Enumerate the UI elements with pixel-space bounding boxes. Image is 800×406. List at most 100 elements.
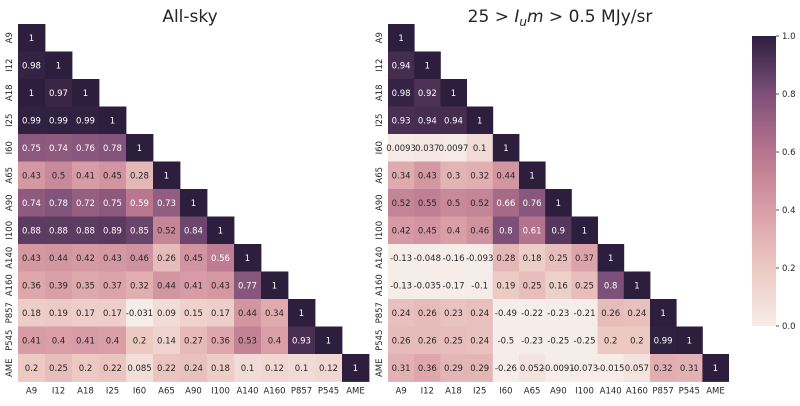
cell-value-label: 0.42 bbox=[392, 226, 411, 236]
heatmap-cell bbox=[99, 244, 127, 272]
cell-value-label: 0.4 bbox=[447, 226, 461, 236]
heatmap-cell bbox=[18, 161, 46, 190]
heatmap-cell bbox=[72, 161, 100, 190]
heatmap-cell bbox=[126, 216, 154, 245]
cell-value-label: 0.94 bbox=[392, 61, 411, 71]
heatmap-cell bbox=[597, 326, 625, 355]
heatmap-cell bbox=[126, 244, 154, 272]
cell-value-label: 1 bbox=[477, 116, 482, 126]
cell-value-label: 0.18 bbox=[22, 309, 41, 319]
heatmap-cell bbox=[414, 244, 441, 272]
cell-value-label: 0.88 bbox=[49, 226, 68, 236]
cell-value-label: 0.15 bbox=[184, 309, 203, 319]
cell-value-label: 0.59 bbox=[130, 199, 149, 209]
heatmap-cell bbox=[545, 216, 572, 245]
title-part-4: m bbox=[527, 7, 544, 27]
heatmap-cell bbox=[45, 326, 73, 355]
heatmap-cell bbox=[180, 244, 208, 272]
heatmap-cell bbox=[45, 51, 73, 80]
cell-value-label: 0.36 bbox=[22, 281, 41, 291]
heatmap-cell bbox=[388, 326, 415, 355]
cell-value-label: 0.2 bbox=[630, 336, 644, 346]
cell-value-label: 0.93 bbox=[292, 336, 311, 346]
cell-value-label: 1 bbox=[326, 336, 331, 346]
cell-value-label: 0.52 bbox=[157, 226, 176, 236]
x-tick-label: P545 bbox=[318, 387, 339, 397]
heatmap-cell bbox=[519, 326, 546, 355]
heatmap-cell bbox=[261, 354, 289, 382]
y-tick-label: A160 bbox=[375, 274, 385, 296]
heatmap-cell bbox=[45, 299, 73, 327]
cell-value-label: -0.015 bbox=[597, 364, 624, 374]
heatmap-cell bbox=[388, 189, 415, 217]
x-tick-label: I25 bbox=[473, 387, 486, 397]
cell-value-label: 0.76 bbox=[76, 144, 95, 154]
heatmap-all-sky: All-sky 1 0.98 1 1 0.97 1 0.99 0.99 0.99 1 0.75 0.7… bbox=[5, 7, 370, 397]
cell-value-label: 0.88 bbox=[22, 226, 41, 236]
cell-value-label: 0.26 bbox=[418, 309, 437, 319]
cell-value-label: 0.2 bbox=[79, 364, 93, 374]
heatmap-cell bbox=[440, 244, 467, 272]
heatmap-cell bbox=[153, 216, 181, 245]
cell-value-label: 0.25 bbox=[49, 364, 68, 374]
cell-value-label: 0.32 bbox=[470, 171, 489, 181]
cell-value-label: 0.085 bbox=[127, 364, 151, 374]
heatmap-cell bbox=[545, 354, 572, 382]
y-tick-label: A65 bbox=[375, 167, 385, 184]
heatmap-cell bbox=[234, 326, 262, 355]
heatmap-cell bbox=[388, 106, 415, 135]
heatmap-cell bbox=[571, 216, 598, 245]
heatmap-cell bbox=[72, 244, 100, 272]
heatmap-cell bbox=[597, 354, 625, 382]
cell-value-label: 0.14 bbox=[157, 336, 176, 346]
heatmap-cell bbox=[466, 106, 494, 135]
x-tick-label: A18 bbox=[77, 387, 94, 397]
heatmap-cell bbox=[676, 354, 703, 382]
heatmap-cell bbox=[466, 299, 494, 327]
heatmap-cell bbox=[388, 51, 415, 80]
x-tick-label: I60 bbox=[499, 387, 512, 397]
cell-value-label: -0.17 bbox=[443, 281, 465, 291]
cell-value-label: 0.76 bbox=[523, 199, 542, 209]
heatmap-cell bbox=[388, 134, 415, 162]
heatmap-cell bbox=[45, 106, 73, 135]
cell-value-label: 0.36 bbox=[418, 364, 437, 374]
heatmap-cell bbox=[466, 216, 494, 245]
heatmap-cell bbox=[623, 299, 651, 327]
heatmap-cell bbox=[388, 24, 415, 52]
y-tick-label: P857 bbox=[5, 302, 15, 323]
cell-value-label: 0.32 bbox=[654, 364, 673, 374]
heatmap-cell bbox=[650, 326, 677, 355]
heatmap-cell bbox=[18, 24, 46, 52]
cell-value-label: 0.78 bbox=[103, 144, 122, 154]
cell-value-label: 0.84 bbox=[184, 226, 203, 236]
heatmap-cell bbox=[492, 189, 520, 217]
heatmap-cell bbox=[45, 189, 73, 217]
cell-value-label: 0.43 bbox=[22, 171, 41, 181]
cell-value-label: 0.99 bbox=[76, 116, 95, 126]
heatmap-cell-labels-masked: 10.94 10.98 0.92 10.93 0.94 0.94 10.0093 0.037 0… bbox=[386, 34, 718, 374]
cell-value-label: 0.37 bbox=[103, 281, 122, 291]
cell-value-label: 0.88 bbox=[76, 226, 95, 236]
heatmap-cell bbox=[414, 354, 441, 382]
cell-value-label: 1 bbox=[451, 89, 456, 99]
cell-value-label: 0.97 bbox=[49, 89, 68, 99]
heatmap-cell bbox=[126, 189, 154, 217]
y-tick-label: I12 bbox=[5, 59, 15, 72]
y-tick-label: AME bbox=[5, 358, 15, 377]
cell-value-label: 0.75 bbox=[103, 199, 122, 209]
heatmap-cell bbox=[414, 79, 441, 107]
heatmap-cell bbox=[466, 354, 494, 382]
cell-value-label: 0.12 bbox=[319, 364, 338, 374]
heatmap-cell bbox=[180, 326, 208, 355]
cell-value-label: 0.98 bbox=[22, 61, 41, 71]
heatmap-cell bbox=[414, 299, 441, 327]
cell-value-label: 0.2 bbox=[25, 364, 39, 374]
cell-value-label: 0.26 bbox=[392, 336, 411, 346]
x-tick-label: P857 bbox=[652, 387, 673, 397]
heatmap-cell bbox=[571, 244, 598, 272]
cell-value-label: 0.44 bbox=[238, 309, 257, 319]
x-tick-label: A65 bbox=[524, 387, 541, 397]
heatmap-cell bbox=[414, 216, 441, 245]
heatmap-cell bbox=[440, 106, 467, 135]
